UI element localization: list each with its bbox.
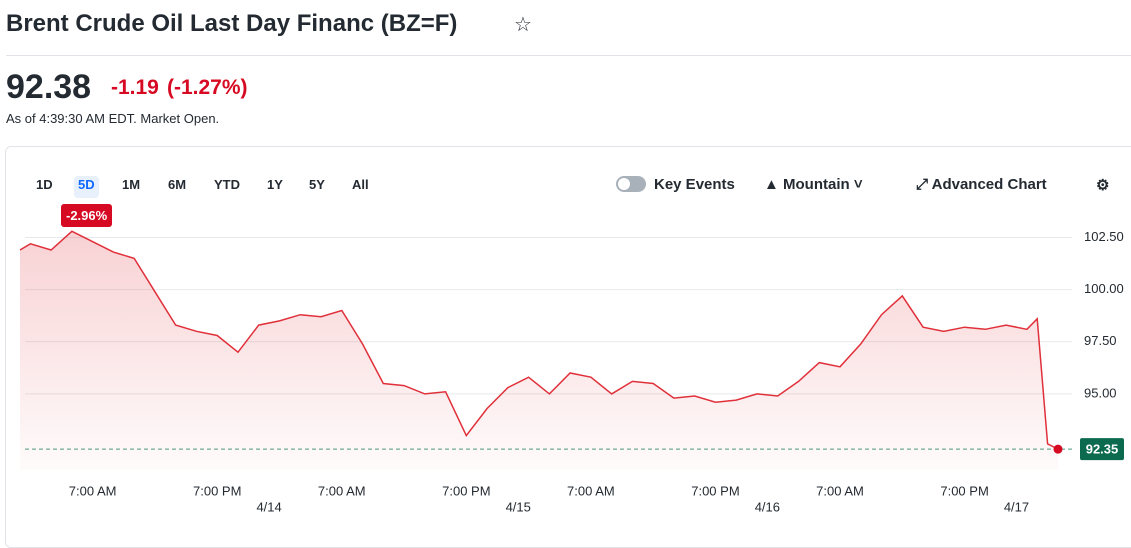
chart-style-label: Mountain: [783, 176, 850, 193]
advanced-chart[interactable]: ⤢ Advanced Chart: [916, 176, 1047, 193]
advanced-chart-label: Advanced Chart: [931, 176, 1047, 193]
settings[interactable]: ⚙: [1096, 177, 1110, 194]
chart: 95.00 97.50 100.00 102.50 7:00 AM 7:00 PM 7:00…: [19, 229, 1124, 514]
range-button[interactable]: 5Y: [309, 177, 325, 192]
x-tick-label: 7:00 AM: [816, 483, 864, 498]
y-tick-label: 95.00: [1084, 385, 1117, 400]
y-tick-label: 97.50: [1084, 333, 1117, 348]
x-tick-label: 7:00 PM: [940, 483, 988, 498]
title: Brent Crude Oil Last Day Financ (BZ=F): [6, 10, 458, 37]
price: 92.38: [6, 68, 92, 106]
range-button[interactable]: 1Y: [267, 177, 283, 192]
range-button[interactable]: 5D: [74, 176, 99, 198]
key-events-label: Key Events: [654, 176, 735, 193]
x-tick-label: 7:00 PM: [193, 483, 241, 498]
area-fill: [20, 231, 1058, 470]
divider: [6, 55, 1131, 56]
y-tick-label: 102.50: [1084, 229, 1124, 244]
last-point: [1053, 444, 1063, 454]
range-button[interactable]: All: [352, 177, 369, 192]
x-tick-label: 7:00 AM: [567, 483, 615, 498]
range-button[interactable]: 1M: [122, 177, 141, 192]
reference-label: 92.35: [1086, 442, 1119, 457]
x-tick-label: 7:00 AM: [69, 483, 117, 498]
range-change: -2.96%: [61, 204, 113, 227]
reference-badge: [1080, 438, 1124, 461]
as-of: As of 4:39:30 AM EDT. Market Open.: [6, 111, 220, 126]
watchlist-star[interactable]: ☆: [514, 14, 532, 36]
date-tick-label: 4/15: [506, 499, 531, 514]
key-events[interactable]: Key Events: [616, 176, 735, 193]
range-button[interactable]: YTD: [214, 177, 240, 192]
page: Brent Crude Oil Last Day Financ (BZ=F) ☆…: [5, 10, 1131, 548]
date-tick-label: 4/14: [256, 499, 281, 514]
price-line: [19, 230, 1059, 450]
x-tick-label: 7:00 AM: [318, 483, 366, 498]
range-button[interactable]: 6M: [168, 177, 187, 192]
x-tick-label: 7:00 PM: [442, 483, 490, 498]
change: -1.19: [111, 76, 159, 99]
date-tick-label: 4/16: [755, 499, 780, 514]
change-percent: (-1.27%): [167, 76, 248, 99]
x-tick-label: 7:00 PM: [691, 483, 739, 498]
range-button[interactable]: 1D: [36, 177, 53, 192]
date-tick-label: 4/17: [1004, 499, 1029, 514]
y-tick-label: 100.00: [1084, 281, 1124, 296]
chart-style[interactable]: ▲ Mountain ˅: [764, 176, 863, 193]
